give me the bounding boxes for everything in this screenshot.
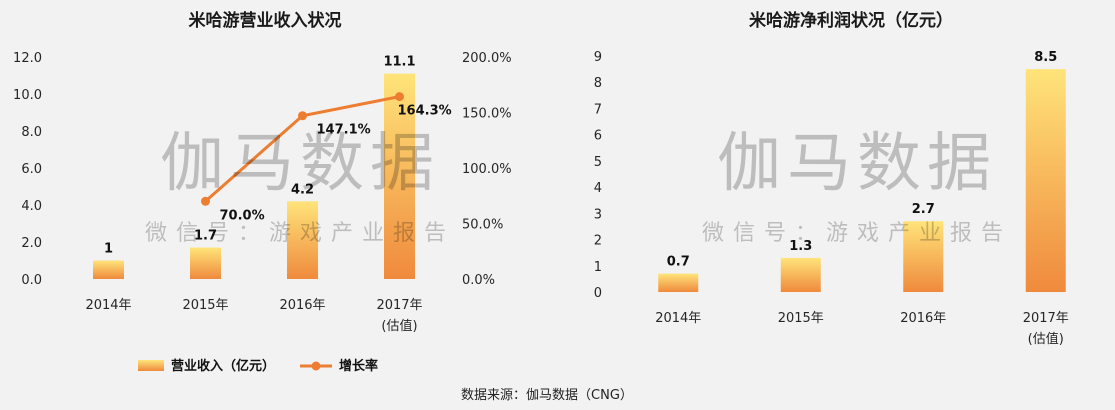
growth-value-label: 70.0%	[220, 208, 265, 223]
x-tick-label: 2016年	[279, 298, 325, 313]
y-tick-label: 4.0	[21, 199, 42, 214]
legend-line-marker	[311, 361, 321, 371]
bar-value-label: 1.3	[789, 239, 812, 254]
bar-value-label: 4.2	[291, 182, 314, 197]
x-tick-label: 2016年	[900, 311, 946, 326]
watermark-left: 伽马数据 微信号：游戏产业报告	[145, 127, 455, 246]
bar-value-label: 11.1	[383, 55, 415, 70]
y-tick-label: 7	[594, 102, 602, 117]
revenue-data-labels: 1 1.7 4.2 11.1 70.0% 147.1% 164.3%	[104, 55, 452, 257]
bar-value-label: 1	[104, 242, 113, 257]
revenue-bars	[93, 73, 415, 280]
y-tick-label: 6.0	[21, 162, 42, 177]
bar	[903, 221, 944, 292]
growth-value-label: 147.1%	[317, 123, 371, 138]
y-tick-label: 10.0	[13, 88, 42, 103]
growth-point	[298, 111, 307, 121]
y-tick-label: 8	[594, 76, 602, 91]
growth-line	[201, 92, 404, 206]
revenue-x-axis: 2014年 2015年 2016年 2017年 (估值)	[85, 298, 422, 334]
y2-tick-label: 100.0%	[462, 162, 512, 177]
growth-point	[395, 92, 404, 102]
bar-value-label: 1.7	[194, 229, 217, 244]
bar	[1025, 69, 1066, 292]
y2-tick-label: 200.0%	[462, 51, 512, 66]
revenue-legend: 营业收入（亿元） 增长率	[138, 358, 378, 374]
x-tick-label: 2017年	[1023, 311, 1069, 326]
y2-tick-label: 50.0%	[462, 218, 503, 233]
legend-line-label: 增长率	[339, 358, 378, 374]
y2-tick-label: 0.0%	[462, 273, 495, 288]
y-tick-label: 4	[594, 181, 602, 196]
bar	[780, 257, 821, 292]
legend-bar-label: 营业收入（亿元）	[171, 358, 275, 374]
y-tick-label: 9	[594, 50, 602, 65]
revenue-chart-title: 米哈游营业收入状况	[189, 10, 342, 31]
watermark-small-right: 微信号：游戏产业报告	[702, 221, 1012, 246]
x-tick-label: 2017年	[376, 298, 422, 313]
source-note: 数据来源：伽马数据（CNG）	[461, 388, 633, 403]
y-tick-label: 0	[594, 286, 602, 301]
profit-chart-title: 米哈游净利润状况（亿元）	[749, 10, 953, 31]
revenue-left-axis: 0.0 2.0 4.0 6.0 8.0 10.0 12.0	[13, 51, 42, 288]
legend-bar-swatch	[138, 360, 164, 371]
watermark-right: 伽马数据 微信号：游戏产业报告	[702, 127, 1012, 246]
bar-value-label: 8.5	[1034, 50, 1057, 65]
growth-point	[201, 196, 210, 206]
bar	[93, 260, 124, 279]
profit-left-axis: 0 1 2 3 4 5 6 7 8 9	[594, 50, 602, 301]
bar	[658, 273, 699, 292]
profit-bars	[658, 69, 1066, 292]
watermark-big-left: 伽马数据	[160, 127, 440, 201]
revenue-chart: 米哈游营业收入状况 0.0 2.0 4.0 6.0 8.0 10.0 12.0 0.0% 50…	[13, 10, 512, 374]
growth-value-label: 164.3%	[398, 104, 452, 119]
bar	[287, 201, 318, 279]
bar-value-label: 0.7	[667, 255, 690, 270]
y-tick-label: 5	[594, 155, 602, 170]
x-tick-label: 2015年	[778, 311, 824, 326]
profit-data-labels: 0.7 1.3 2.7 8.5	[667, 50, 1058, 270]
x-tick-label: 2015年	[182, 298, 228, 313]
watermark-small-left: 微信号：游戏产业报告	[145, 221, 455, 246]
watermark-big-right: 伽马数据	[717, 127, 997, 201]
bar	[190, 247, 221, 279]
y-tick-label: 8.0	[21, 125, 42, 140]
y-tick-label: 12.0	[13, 51, 42, 66]
y-tick-label: 1	[594, 260, 602, 275]
y-tick-label: 2.0	[21, 236, 42, 251]
y-tick-label: 0.0	[21, 273, 42, 288]
bar	[384, 73, 415, 280]
y2-tick-label: 150.0%	[462, 107, 512, 122]
x-tick-label: 2014年	[655, 311, 701, 326]
x-tick-label: (估值)	[381, 318, 417, 334]
y-tick-label: 6	[594, 129, 602, 144]
profit-x-axis: 2014年 2015年 2016年 2017年 (估值)	[655, 311, 1069, 347]
x-tick-label: 2014年	[85, 298, 131, 313]
y-tick-label: 3	[594, 207, 602, 222]
bar-value-label: 2.7	[912, 202, 935, 217]
x-tick-label: (估值)	[1028, 331, 1064, 347]
growth-right-axis: 0.0% 50.0% 100.0% 150.0% 200.0%	[462, 51, 512, 288]
y-tick-label: 2	[594, 234, 602, 249]
